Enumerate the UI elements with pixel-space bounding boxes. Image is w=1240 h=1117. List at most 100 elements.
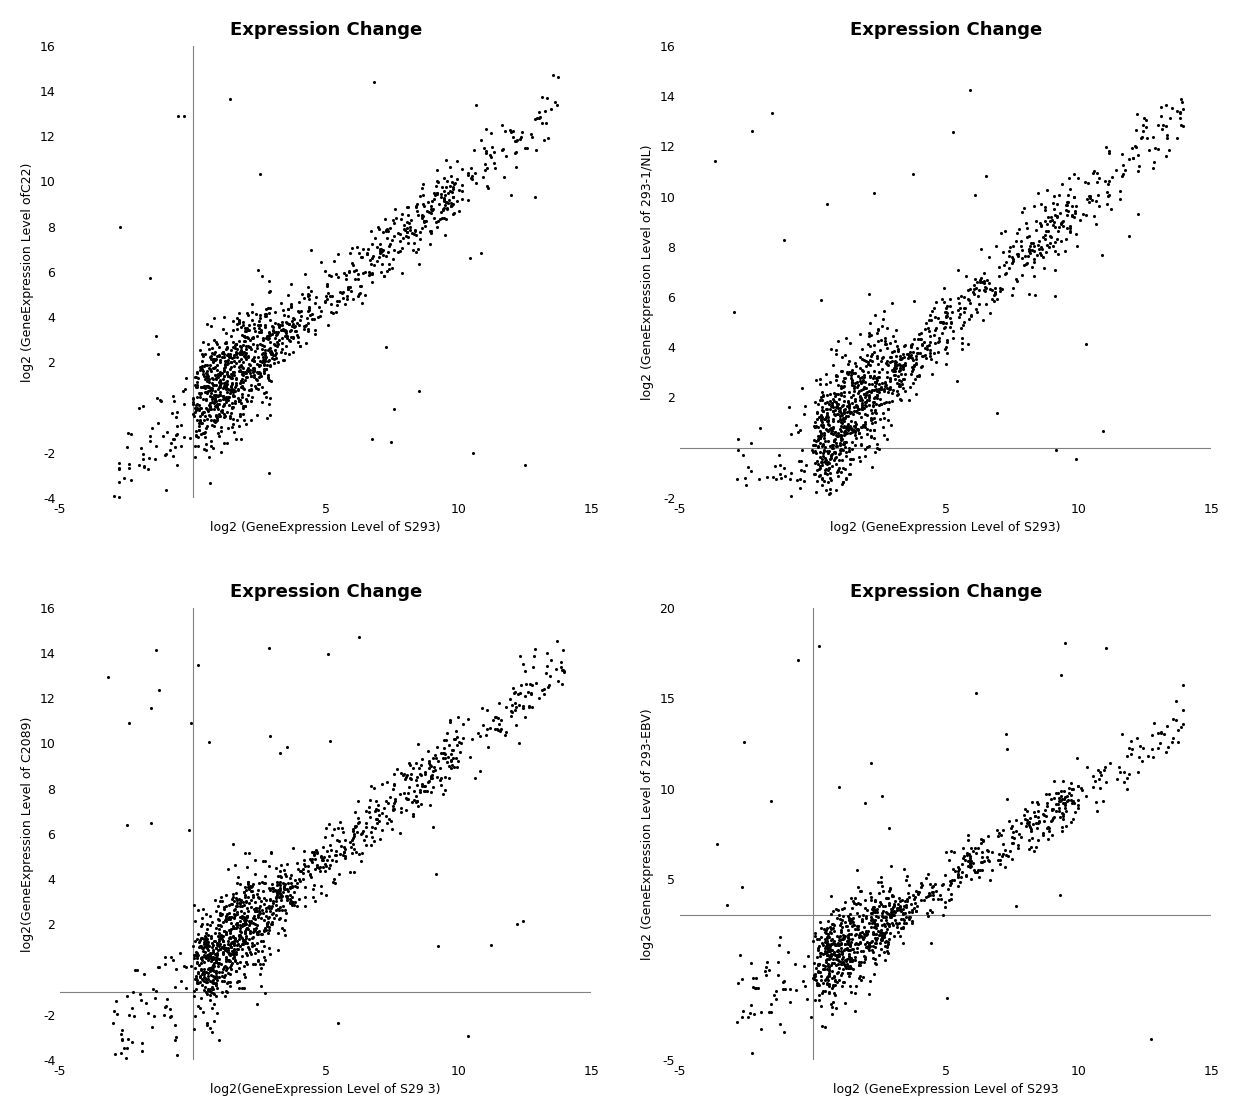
Point xyxy=(894,349,914,366)
Point xyxy=(805,431,825,449)
Point xyxy=(260,881,280,899)
Point xyxy=(205,891,224,909)
Point xyxy=(206,952,226,970)
Point xyxy=(811,919,831,937)
Point xyxy=(262,343,281,361)
Point xyxy=(823,919,843,937)
Point xyxy=(413,208,433,226)
Point xyxy=(880,372,900,390)
Point xyxy=(959,831,978,849)
Point xyxy=(226,898,246,916)
Point xyxy=(1008,837,1028,855)
Point xyxy=(222,381,242,399)
Point xyxy=(844,943,864,961)
Point xyxy=(1163,728,1183,746)
Point xyxy=(906,366,926,384)
Point xyxy=(1063,792,1083,810)
Point xyxy=(218,345,238,363)
Point xyxy=(888,340,908,357)
Point xyxy=(353,831,373,849)
Point xyxy=(846,429,866,447)
Point xyxy=(813,436,833,454)
Point xyxy=(216,966,236,984)
Point xyxy=(857,391,877,409)
Point xyxy=(857,925,877,943)
Point xyxy=(919,887,939,905)
Point xyxy=(205,357,224,375)
Point xyxy=(859,375,879,393)
Point xyxy=(1162,99,1182,117)
Point xyxy=(817,974,837,992)
Point xyxy=(823,976,843,994)
Point xyxy=(515,662,534,680)
Point xyxy=(1035,230,1055,248)
Point xyxy=(187,389,207,407)
Point xyxy=(894,911,914,929)
Point xyxy=(207,395,227,413)
Point xyxy=(249,875,269,892)
Point xyxy=(198,937,218,955)
Point xyxy=(197,418,217,436)
Point xyxy=(187,929,207,947)
Point xyxy=(875,330,895,347)
Point xyxy=(212,379,232,397)
Point xyxy=(221,349,241,366)
Point xyxy=(434,209,454,227)
Point xyxy=(849,907,869,925)
Point xyxy=(807,962,827,980)
Point xyxy=(260,407,280,424)
Point xyxy=(415,765,435,783)
Point xyxy=(1148,141,1168,159)
Point xyxy=(909,366,929,384)
Point xyxy=(246,376,265,394)
Point xyxy=(213,927,233,945)
Point xyxy=(808,975,828,993)
Point xyxy=(866,373,885,391)
Point xyxy=(854,385,874,403)
Point xyxy=(903,349,923,366)
Point xyxy=(976,278,996,296)
Point xyxy=(815,929,835,947)
Point xyxy=(260,945,280,963)
Point xyxy=(882,900,901,918)
Point xyxy=(1025,808,1045,825)
Point xyxy=(192,414,212,432)
Point xyxy=(978,842,998,860)
Point xyxy=(813,961,833,978)
Point xyxy=(217,948,237,966)
Point xyxy=(1035,801,1055,819)
Point xyxy=(977,841,997,859)
Point xyxy=(222,400,242,418)
Point xyxy=(1012,814,1032,832)
Point xyxy=(439,736,459,754)
Point xyxy=(737,476,756,494)
Point xyxy=(1128,206,1148,223)
Point xyxy=(835,378,854,395)
Point xyxy=(1019,285,1039,303)
Point xyxy=(221,936,241,954)
Point xyxy=(207,385,227,403)
Point xyxy=(823,967,843,985)
Point xyxy=(925,321,945,338)
Point xyxy=(257,914,277,932)
Point xyxy=(184,389,203,407)
Point xyxy=(1027,221,1047,239)
Point xyxy=(844,935,864,953)
Point xyxy=(340,832,360,850)
Point xyxy=(237,392,257,410)
Point xyxy=(247,363,267,381)
Point xyxy=(207,968,227,986)
Point xyxy=(812,398,832,416)
Point xyxy=(246,894,265,911)
Point xyxy=(260,343,280,361)
Point xyxy=(764,986,784,1004)
Point xyxy=(848,920,868,938)
Point xyxy=(835,426,854,443)
Point xyxy=(867,380,887,398)
Point xyxy=(826,449,846,467)
Point xyxy=(877,393,897,411)
Point xyxy=(835,438,854,456)
Point xyxy=(201,317,221,335)
Point xyxy=(381,433,401,451)
Point xyxy=(279,332,299,350)
